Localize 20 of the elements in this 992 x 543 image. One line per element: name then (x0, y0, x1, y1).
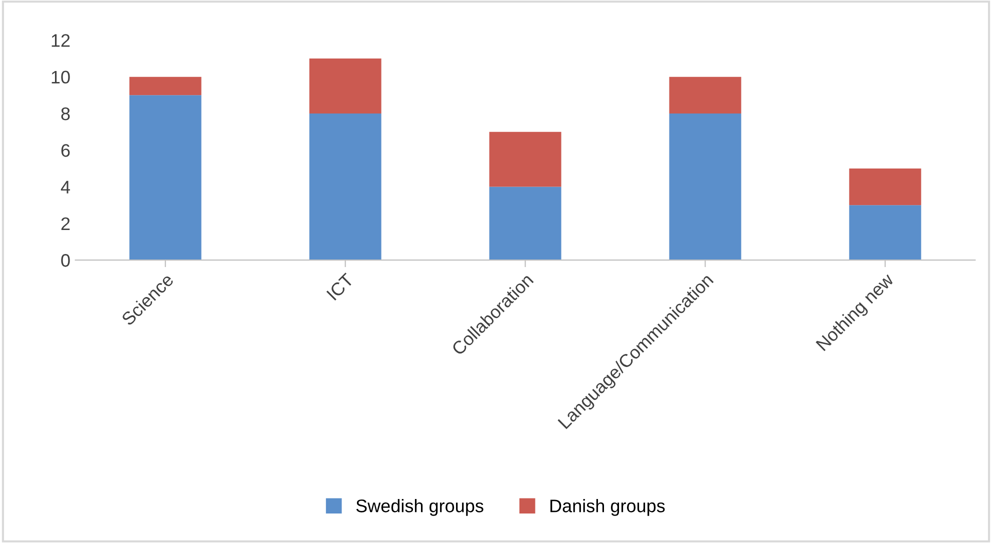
bar (849, 205, 922, 260)
bar (849, 168, 922, 206)
y-tick-label: 6 (61, 144, 70, 157)
bar (129, 95, 202, 260)
legend-label: Swedish groups (356, 499, 484, 516)
bar (129, 76, 202, 96)
bar (309, 113, 382, 260)
bar (489, 132, 562, 187)
y-tick-label: 10 (52, 70, 70, 84)
y-tick-label: 8 (61, 107, 70, 120)
x-tick-label: ICT (326, 272, 354, 301)
legend-label: Danish groups (550, 499, 665, 516)
y-tick-label: 4 (60, 180, 70, 194)
y-tick-label: 0 (61, 254, 70, 267)
bar (489, 186, 562, 260)
bar (669, 76, 742, 114)
bar (309, 58, 382, 114)
y-tick-label: 12 (52, 34, 70, 47)
y-tick-label: 2 (61, 217, 70, 230)
bar (669, 113, 742, 260)
